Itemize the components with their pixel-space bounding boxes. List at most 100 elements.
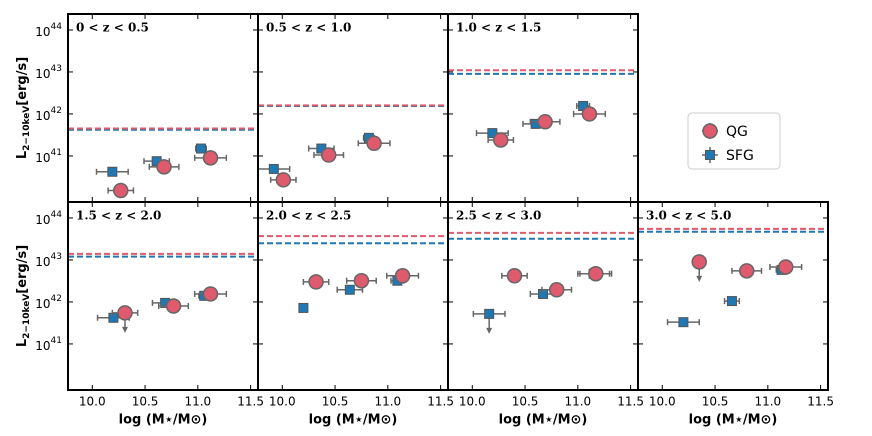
qg-point xyxy=(308,274,324,290)
x-tick-label: 11.0 xyxy=(184,395,211,409)
y-tick-exponent: 42 xyxy=(51,105,62,115)
sfg-point xyxy=(107,166,118,177)
qg-point xyxy=(202,150,219,166)
y-tick-base: 10 xyxy=(35,296,50,310)
y-tick-exponent: 42 xyxy=(51,293,62,303)
y-tick-label: 1043 xyxy=(35,63,62,80)
panel-frame xyxy=(67,201,259,391)
sfg-point xyxy=(196,143,206,154)
qg-point xyxy=(581,106,598,122)
y-tick-base: 10 xyxy=(35,24,50,38)
upper-limit-head xyxy=(696,275,703,282)
y-tick-exponent: 43 xyxy=(51,63,62,73)
x-axis-label: log (M⋆/M⊙) xyxy=(499,413,588,428)
qg-point xyxy=(778,259,794,275)
qg-point xyxy=(394,268,411,284)
y-label-sub: 2−10keV xyxy=(22,106,32,151)
y-tick-label: 1041 xyxy=(35,335,62,352)
x-axis-label: log (M⋆/M⊙) xyxy=(689,413,778,428)
x-tick-label: 10.0 xyxy=(269,395,296,409)
qg-point xyxy=(506,268,523,284)
panel-title: 0.5 < z < 1.0 xyxy=(266,21,351,35)
x-tick-label: 11.5 xyxy=(427,395,454,409)
panel-title: 0 < z < 0.5 xyxy=(76,21,149,35)
qg-point xyxy=(353,272,370,289)
x-tick-label: 11.5 xyxy=(807,395,834,409)
x-tick-label: 10.5 xyxy=(322,395,349,409)
y-label-unit: [erg/s] xyxy=(15,57,30,106)
qg-point xyxy=(588,265,604,282)
qg-point xyxy=(691,254,707,270)
qg-point xyxy=(320,147,337,163)
y-tick-base: 10 xyxy=(35,338,50,352)
y-tick-label: 1044 xyxy=(35,21,62,38)
sfg-point xyxy=(538,288,548,299)
y-tick-exponent: 43 xyxy=(51,251,62,261)
panel-title: 2.0 < z < 2.5 xyxy=(266,209,351,223)
upper-limit-head xyxy=(122,326,128,333)
panel-title: 2.5 < z < 3.0 xyxy=(456,209,541,223)
sfg-point xyxy=(268,163,279,174)
sfg-point xyxy=(726,296,737,307)
legend-label: SFG xyxy=(726,148,754,164)
y-tick-label: 1042 xyxy=(35,293,62,310)
y-axis-label: L2−10keV[erg/s] xyxy=(15,57,32,159)
panel-title: 3.0 < z < 5.0 xyxy=(646,209,731,223)
sfg-point xyxy=(344,284,355,295)
qg-point xyxy=(202,286,219,302)
y-tick-exponent: 41 xyxy=(51,147,62,157)
sfg-point xyxy=(678,317,689,328)
y-tick-exponent: 44 xyxy=(51,21,63,31)
x-tick-label: 10.0 xyxy=(459,395,486,409)
sfg-point xyxy=(108,312,119,323)
x-tick-label: 11.0 xyxy=(564,395,591,409)
qg-point xyxy=(738,263,755,279)
x-tick-label: 10.0 xyxy=(649,395,676,409)
panel-frame xyxy=(447,13,639,203)
qg-point xyxy=(548,282,565,298)
qg-point xyxy=(117,305,133,321)
y-tick-base: 10 xyxy=(35,66,50,80)
legend-marker xyxy=(702,123,718,139)
x-tick-label: 10.5 xyxy=(512,395,539,409)
x-axis-label: log (M⋆/M⊙) xyxy=(309,413,398,428)
qg-point xyxy=(113,182,129,199)
legend-marker xyxy=(705,150,715,160)
y-label-sub: 2−10keV xyxy=(22,294,32,339)
qg-point xyxy=(366,135,382,152)
y-tick-base: 10 xyxy=(35,108,50,122)
y-tick-base: 10 xyxy=(35,150,50,164)
y-tick-base: 10 xyxy=(35,254,50,268)
sfg-point xyxy=(484,308,495,319)
qg-point xyxy=(165,298,182,314)
y-axis-label: L2−10keV[erg/s] xyxy=(15,245,32,347)
panel-frame xyxy=(637,201,829,391)
qg-point xyxy=(537,114,553,130)
panel-frame xyxy=(257,201,449,391)
y-tick-exponent: 41 xyxy=(51,335,62,345)
x-tick-label: 11.0 xyxy=(754,395,781,409)
x-tick-label: 11.0 xyxy=(374,395,401,409)
qg-point xyxy=(493,132,509,148)
panel-title: 1.5 < z < 2.0 xyxy=(76,209,161,223)
sfg-point xyxy=(487,128,498,139)
y-label-main: L xyxy=(15,151,30,159)
y-label-main: L xyxy=(15,339,30,347)
x-tick-label: 10.5 xyxy=(132,395,159,409)
qg-point xyxy=(275,172,292,188)
y-label-unit: [erg/s] xyxy=(15,245,30,294)
upper-limit-head xyxy=(486,327,493,334)
x-tick-label: 10.5 xyxy=(702,395,729,409)
qg-point xyxy=(156,159,172,175)
x-axis-label: log (M⋆/M⊙) xyxy=(119,413,208,428)
x-tick-label: 10.0 xyxy=(79,395,106,409)
sfg-point xyxy=(298,302,309,313)
y-tick-label: 1043 xyxy=(35,251,62,268)
legend-label: QG xyxy=(726,124,748,140)
panel-title: 1.0 < z < 1.5 xyxy=(456,21,541,35)
x-tick-label: 11.5 xyxy=(617,395,644,409)
y-tick-base: 10 xyxy=(35,212,50,226)
x-tick-label: 11.5 xyxy=(237,395,264,409)
y-tick-label: 1042 xyxy=(35,105,62,122)
